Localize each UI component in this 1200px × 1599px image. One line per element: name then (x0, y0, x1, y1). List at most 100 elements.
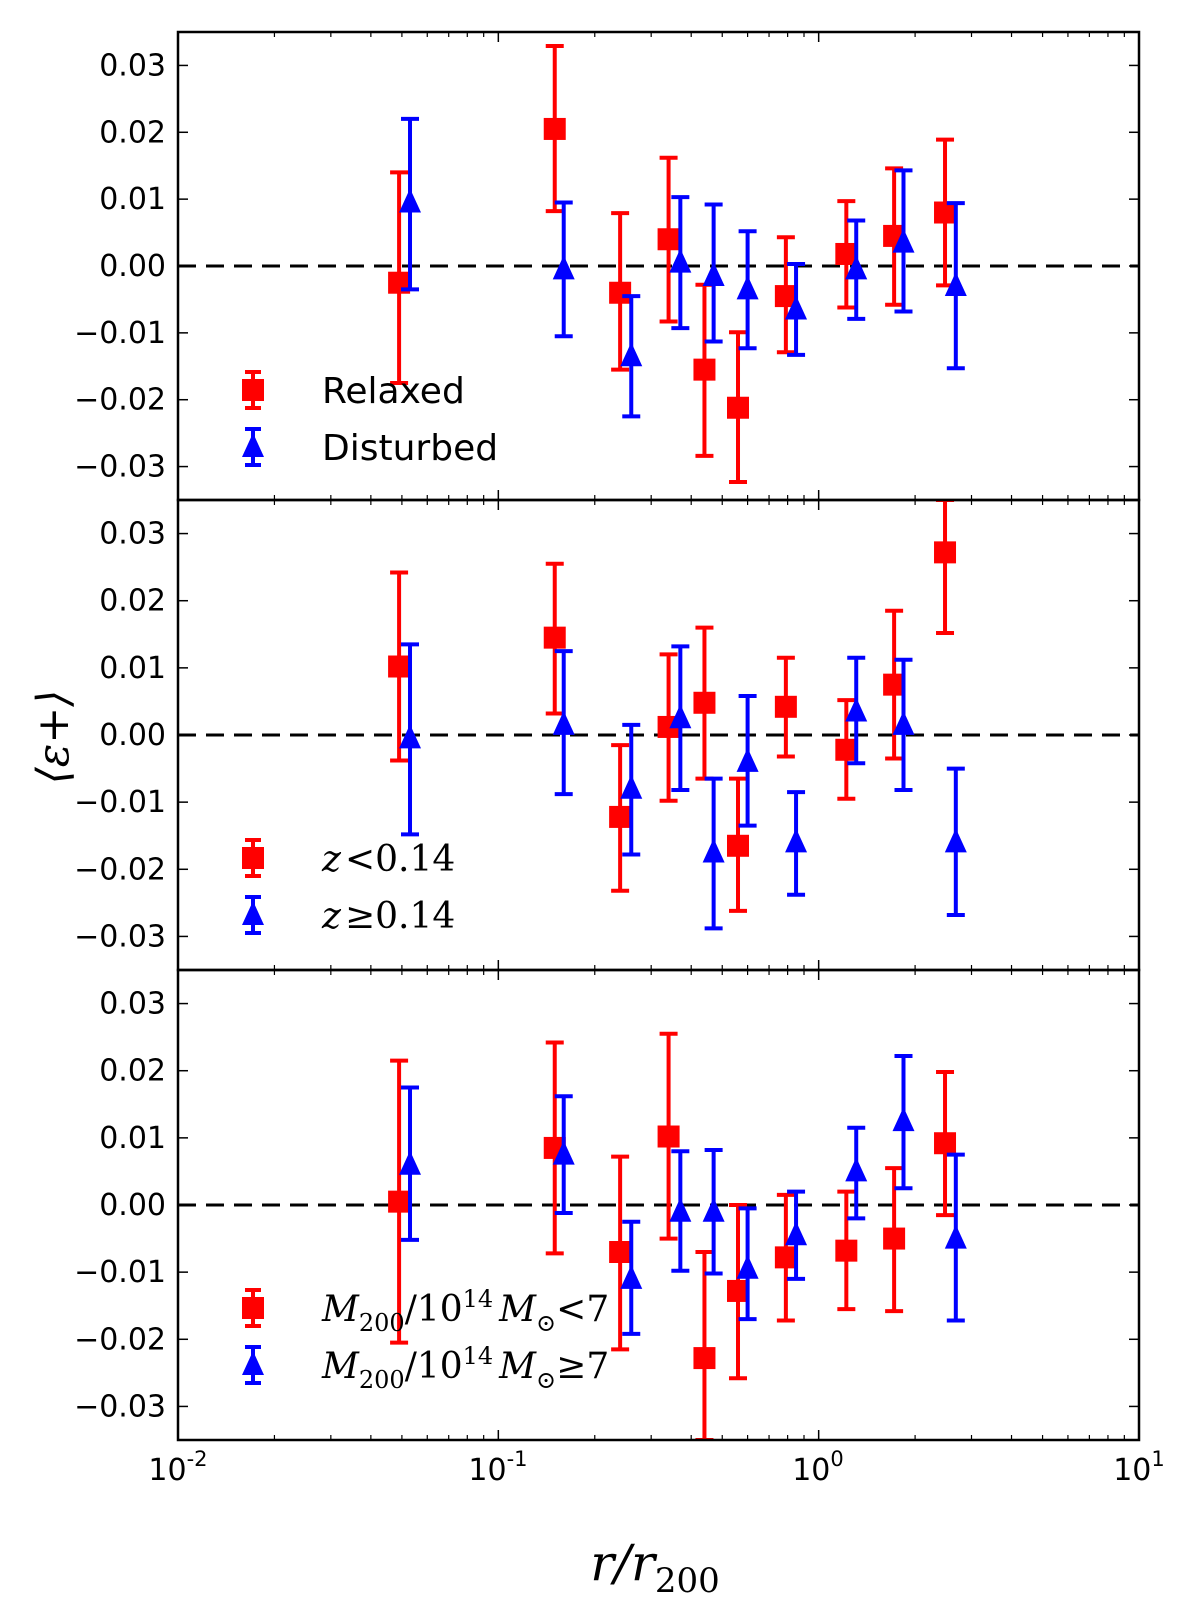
data-point-square (835, 242, 858, 265)
x-axis-label: r/r200 (590, 1534, 720, 1599)
data-point-triangle (620, 1264, 643, 1289)
legend-label: Relaxed (322, 371, 465, 412)
y-axis-label: ⟨ε+⟩ (28, 690, 79, 785)
data-point-triangle (702, 1197, 725, 1222)
plot-area (388, 44, 967, 484)
legend-marker-square (242, 379, 264, 401)
data-point-triangle (845, 255, 868, 280)
series-blue (399, 116, 967, 419)
data-point-square (727, 834, 750, 857)
y-tick-label: −0.03 (74, 450, 166, 485)
data-point-square (934, 541, 957, 564)
data-point-triangle (620, 342, 643, 367)
data-point-triangle (785, 1221, 808, 1246)
series-blue (399, 642, 967, 931)
data-point-triangle (702, 262, 725, 287)
data-point-triangle (702, 838, 725, 863)
series-red (388, 500, 957, 913)
legend-marker-square (242, 847, 264, 869)
data-point-triangle (944, 1224, 967, 1249)
series-red (388, 1031, 957, 1440)
y-tick-label: −0.03 (74, 919, 166, 954)
data-point-square (388, 655, 411, 678)
legend-marker-triangle (242, 433, 264, 457)
plot-area (388, 1031, 967, 1440)
data-point-triangle (736, 1254, 759, 1279)
panel-3: 0.03 0.02 0.01 0.00 −0.01 −0.02 −0.03 M200/1014… (74, 968, 1141, 1442)
data-point-square (657, 1125, 680, 1148)
data-point-square (774, 695, 797, 718)
y-tick-label: 0.00 (99, 1188, 166, 1223)
data-point-square (774, 1246, 797, 1269)
data-point-triangle (552, 710, 575, 735)
data-point-square (657, 228, 680, 251)
legend-label: z <0.14 (321, 839, 455, 880)
y-tick-label: 0.03 (99, 48, 166, 83)
data-point-square (835, 738, 858, 761)
data-point-square (883, 673, 906, 696)
data-point-triangle (399, 724, 422, 749)
data-point-square (693, 691, 716, 714)
y-tick-label: 0.02 (99, 115, 166, 150)
panels: 0.03 0.02 0.01 0.00 −0.01 −0.02 −0.03 Relaxed Di… (74, 30, 1141, 1442)
legend-marker-triangle (242, 1351, 264, 1375)
data-point-triangle (944, 272, 967, 297)
data-point-square (693, 1347, 716, 1370)
x-tick-labels: 10-2 10-1 100 101 (148, 1447, 1164, 1488)
data-point-square (727, 396, 750, 419)
data-point-square (934, 1132, 957, 1155)
y-tick-label: −0.03 (74, 1389, 166, 1424)
y-tick-label: 0.01 (99, 182, 166, 217)
data-point-triangle (892, 1107, 915, 1132)
data-point-square (388, 1190, 411, 1213)
data-point-triangle (552, 1140, 575, 1165)
x-tick-label: 100 (792, 1447, 844, 1488)
data-point-triangle (620, 774, 643, 799)
y-tick-label: 0.02 (99, 1054, 166, 1089)
plot-area (388, 500, 967, 931)
x-tick-label: 101 (1113, 1447, 1165, 1488)
data-point-square (883, 1227, 906, 1250)
data-point-triangle (845, 1157, 868, 1182)
data-point-triangle (785, 828, 808, 853)
data-point-square (774, 285, 797, 308)
data-point-triangle (669, 704, 692, 729)
legend-label: z ≥0.14 (321, 896, 455, 937)
data-point-square (609, 805, 632, 828)
series-red (388, 44, 957, 484)
data-point-triangle (845, 697, 868, 722)
data-point-triangle (669, 248, 692, 273)
panel-1: 0.03 0.02 0.01 0.00 −0.01 −0.02 −0.03 Relaxed Di… (74, 30, 1141, 502)
data-point-triangle (892, 710, 915, 735)
legend-marker-triangle (242, 901, 264, 925)
data-point-triangle (399, 1150, 422, 1175)
y-tick-label: 0.00 (99, 718, 166, 753)
y-tick-label: −0.01 (74, 785, 166, 820)
y-tick-label: 0.00 (99, 249, 166, 284)
data-point-square (693, 358, 716, 381)
panel-frame (176, 968, 1141, 1442)
y-tick-label: −0.01 (74, 1255, 166, 1290)
y-tick-label: −0.01 (74, 316, 166, 351)
data-point-triangle (736, 747, 759, 772)
data-point-square (609, 281, 632, 304)
data-point-square (543, 626, 566, 649)
data-point-triangle (944, 828, 967, 853)
y-tick-label: 0.01 (99, 651, 166, 686)
y-tick-label: 0.02 (99, 584, 166, 619)
y-tick-label: −0.02 (74, 852, 166, 887)
legend-marker-square (242, 1297, 264, 1319)
x-tick-label: 10-2 (148, 1447, 207, 1488)
y-tick-label: 0.01 (99, 1121, 166, 1156)
data-point-triangle (552, 255, 575, 280)
legend-label: Disturbed (322, 428, 498, 469)
y-tick-label: −0.02 (74, 1322, 166, 1357)
data-point-triangle (736, 275, 759, 300)
series-blue (399, 1053, 967, 1336)
data-point-triangle (399, 188, 422, 213)
data-point-square (727, 1279, 750, 1302)
legend: Relaxed Disturbed (242, 370, 498, 469)
data-point-triangle (669, 1197, 692, 1222)
